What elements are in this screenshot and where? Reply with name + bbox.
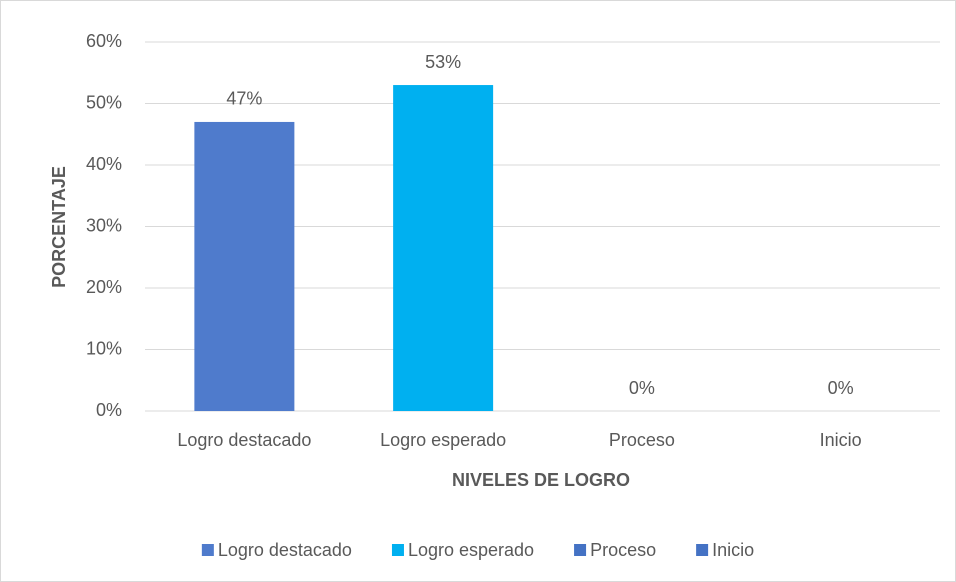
legend-label: Inicio [712, 540, 754, 560]
y-axis-title: PORCENTAJE [49, 166, 69, 288]
legend-label: Proceso [590, 540, 656, 560]
x-tick-label: Logro esperado [380, 430, 506, 450]
y-tick-label: 20% [86, 277, 122, 297]
y-tick-label: 0% [96, 400, 122, 420]
legend-swatch [201, 544, 214, 556]
value-label: 47% [226, 89, 262, 109]
bar [393, 85, 494, 412]
y-tick-label: 30% [86, 215, 122, 235]
value-label: 0% [828, 378, 854, 398]
y-tick-label: 40% [86, 154, 122, 174]
legend-swatch [696, 544, 709, 556]
legend-swatch [574, 544, 587, 556]
y-tick-label: 50% [86, 92, 122, 112]
x-tick-label: Inicio [820, 430, 862, 450]
legend-label: Logro esperado [408, 540, 534, 560]
legend-swatch [391, 544, 404, 556]
value-label: 53% [425, 52, 461, 72]
x-axis-title: NIVELES DE LOGRO [452, 470, 630, 490]
value-label: 0% [629, 378, 655, 398]
x-tick-label: Logro destacado [177, 430, 311, 450]
x-tick-label: Proceso [609, 430, 675, 450]
y-tick-label: 10% [86, 338, 122, 358]
legend-label: Logro destacado [218, 540, 352, 560]
y-tick-label: 60% [86, 31, 122, 51]
bar [194, 121, 295, 411]
